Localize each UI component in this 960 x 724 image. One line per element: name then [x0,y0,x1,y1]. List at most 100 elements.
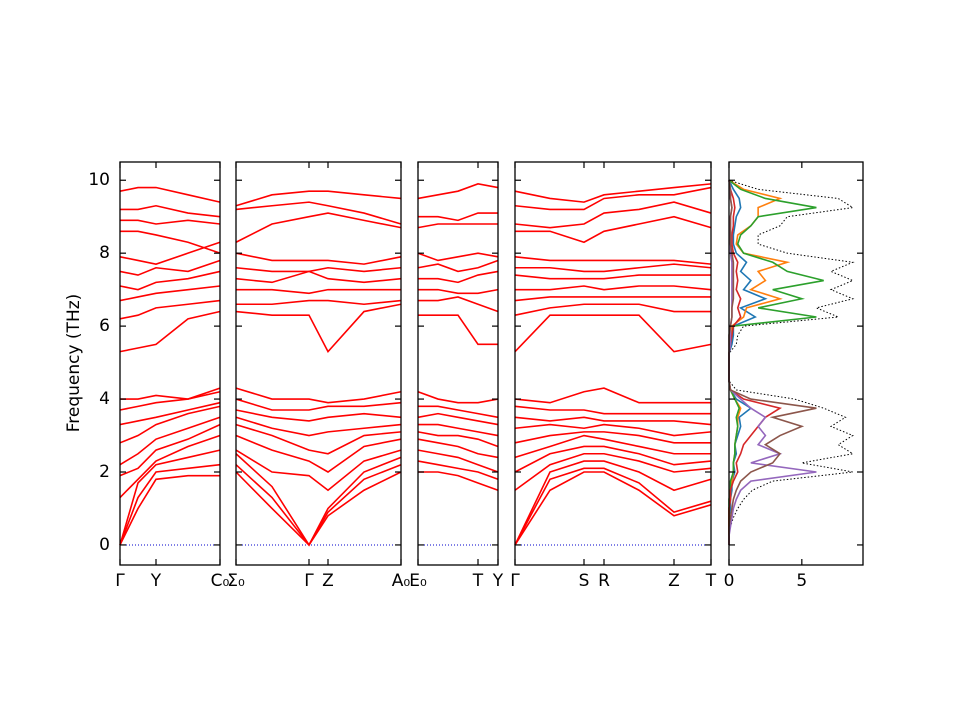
band [514,201,712,229]
y-tick-label: 2 [99,462,110,482]
band [418,270,499,284]
band [514,431,711,444]
band [235,398,402,411]
band [235,303,402,354]
band [235,387,402,404]
x-tick-label: C₀ [211,571,230,591]
band [418,423,499,437]
band [119,259,221,276]
band [514,387,711,404]
band [514,405,711,415]
band [120,230,221,254]
band [417,391,499,404]
axes-frame [235,161,402,566]
band [235,423,402,455]
band [235,463,402,547]
band [514,303,711,316]
x-tick-label: Y [150,571,162,591]
band [119,387,221,411]
band [119,474,220,546]
band [119,186,221,203]
band [515,285,712,291]
x-tick-label: Z [668,571,680,591]
x-tick-label: Z [322,571,334,591]
band [418,288,499,295]
band [119,299,221,320]
band [119,241,221,265]
band [515,263,712,273]
band [514,445,712,473]
y-tick-label: 10 [88,170,110,190]
x-tick-label: Γ [510,571,520,591]
band [515,215,712,244]
band [235,409,402,422]
band [235,266,402,273]
band [235,434,402,473]
band [514,314,712,353]
band [235,416,402,437]
y-tick-label: 0 [99,535,110,555]
band [514,274,711,280]
band [417,449,499,473]
x-tick-label: Γ [115,571,125,591]
axes-frame [728,161,864,566]
band [235,190,402,207]
band [418,471,499,491]
band [514,256,712,265]
band [418,405,499,419]
band [236,299,402,306]
x-tick-label: A₀ [392,571,411,591]
band [514,460,712,546]
band [235,201,402,225]
x-tick-label: 0 [724,571,735,591]
band [418,314,498,346]
band [120,204,221,218]
band [235,270,402,284]
band [120,219,221,225]
band [417,412,499,426]
band [418,296,499,313]
y-tick-label: 8 [99,243,110,263]
band [514,416,712,426]
x-tick-label: R [598,571,610,591]
band [235,471,402,547]
y-axis-label: Frequency (THz) [64,294,84,433]
band [514,434,711,459]
band [236,288,401,295]
band [119,310,221,353]
axes-frame [514,161,712,566]
band [514,467,712,546]
band [120,390,221,400]
panel: Σ₀ Γ Z A₀ [227,161,411,591]
panel: E₀ T Y [409,161,504,591]
band [119,401,221,426]
x-tick-label: Y [492,571,504,591]
band [119,270,221,291]
band [235,212,402,243]
band [417,183,499,200]
x-tick-label: S [579,571,590,591]
band [235,449,402,492]
x-tick-label: E₀ [409,571,427,591]
band [514,186,712,211]
band [235,252,402,265]
band [514,183,712,203]
band [417,259,499,273]
band [235,453,402,547]
x-tick-label: Σ₀ [227,571,245,591]
band [417,223,498,229]
band [119,449,221,546]
band [417,438,499,459]
band [418,212,498,222]
band [417,252,499,262]
y-tick-label: 4 [99,389,110,409]
band [417,431,499,448]
x-tick-label: 5 [796,571,807,591]
band [119,416,221,466]
axes-frame [417,161,499,566]
band [119,285,221,302]
